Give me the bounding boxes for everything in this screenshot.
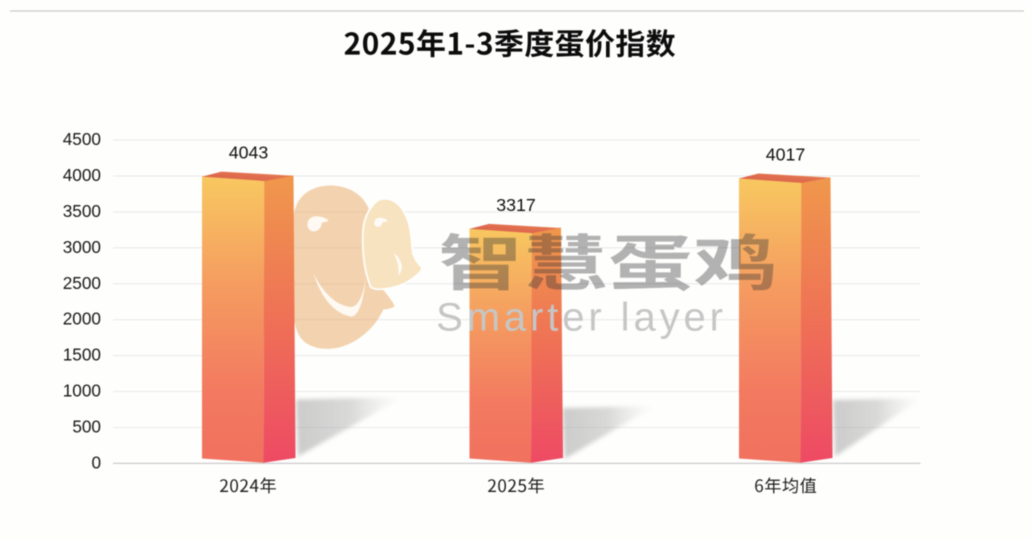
svg-text:2500: 2500 [63, 273, 101, 293]
svg-text:1500: 1500 [63, 345, 101, 365]
svg-text:0: 0 [91, 452, 101, 472]
svg-text:3000: 3000 [63, 237, 101, 257]
svg-text:4017: 4017 [766, 145, 806, 165]
svg-text:2000: 2000 [63, 309, 101, 329]
svg-text:4500: 4500 [63, 129, 101, 149]
svg-text:Smarter layer: Smarter layer [436, 296, 727, 340]
svg-text:4000: 4000 [63, 165, 101, 185]
svg-text:500: 500 [72, 417, 101, 437]
svg-text:1000: 1000 [63, 381, 101, 401]
svg-text:3317: 3317 [496, 195, 536, 215]
svg-text:3500: 3500 [63, 201, 101, 221]
svg-text:4043: 4043 [229, 143, 269, 163]
